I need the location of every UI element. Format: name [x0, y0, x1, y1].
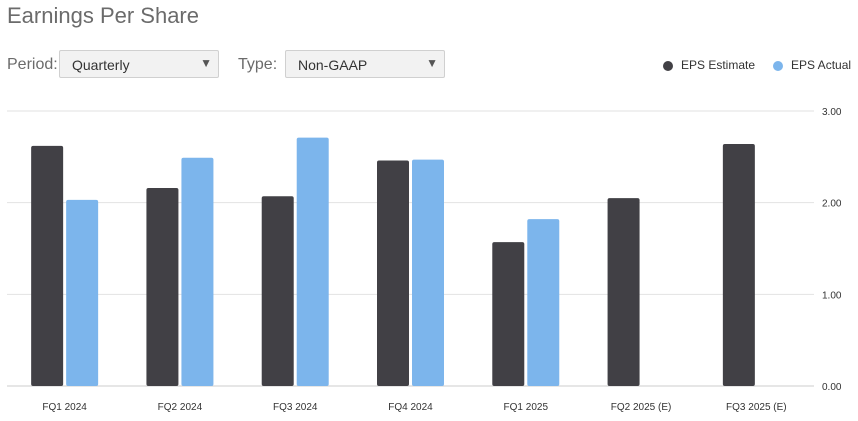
- caret-down-icon: ▼: [426, 56, 438, 70]
- type-select-value: Non-GAAP: [298, 57, 368, 73]
- x-tick-label: FQ3 2024: [273, 402, 318, 413]
- legend-label-actual: EPS Actual: [791, 58, 852, 72]
- bar-eps-actual: [527, 219, 560, 386]
- x-tick-label: FQ1 2024: [42, 402, 87, 413]
- bar-eps-estimate: [261, 196, 294, 386]
- x-tick-label: FQ3 2025 (E): [726, 402, 787, 413]
- bar-eps-actual: [412, 159, 444, 386]
- estimate-legend-dot: [663, 61, 673, 71]
- x-tick-label: FQ2 2025 (E): [611, 402, 672, 413]
- y-tick-label: 0.00: [822, 382, 842, 393]
- period-select-value: Quarterly: [72, 57, 130, 73]
- bar-eps-estimate: [722, 144, 755, 386]
- period-label: Period:: [7, 56, 58, 73]
- bar-eps-actual: [181, 157, 214, 386]
- type-select[interactable]: Non-GAAP ▼: [285, 50, 445, 78]
- x-tick-label: FQ4 2024: [388, 402, 433, 413]
- bar-eps-estimate: [377, 160, 409, 386]
- bar-eps-estimate: [146, 188, 179, 386]
- actual-legend-dot: [773, 61, 783, 71]
- x-tick-label: FQ1 2025: [504, 402, 549, 413]
- caret-down-icon: ▼: [200, 56, 212, 70]
- y-tick-label: 1.00: [822, 290, 842, 301]
- bar-eps-estimate: [31, 145, 64, 386]
- bar-eps-estimate: [607, 198, 640, 386]
- bar-eps-actual: [66, 199, 99, 386]
- y-tick-label: 2.00: [822, 199, 842, 210]
- period-select[interactable]: Quarterly ▼: [59, 50, 219, 78]
- x-tick-label: FQ2 2024: [158, 402, 203, 413]
- chart-controls: Period: Quarterly ▼ Type: Non-GAAP ▼: [0, 50, 858, 80]
- chart-title: Earnings Per Share: [7, 3, 199, 28]
- bar-eps-estimate: [492, 242, 525, 386]
- type-label: Type:: [238, 56, 278, 73]
- bar-eps-actual: [296, 137, 329, 386]
- legend-label-estimate: EPS Estimate: [681, 58, 756, 72]
- y-tick-label: 3.00: [822, 107, 842, 118]
